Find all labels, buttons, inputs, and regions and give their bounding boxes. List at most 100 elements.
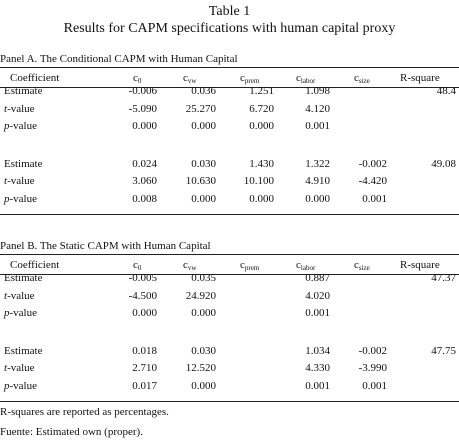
italic-letter: t: [4, 290, 8, 302]
label-text: -value: [7, 103, 35, 115]
table-title: Table 1: [208, 4, 251, 19]
panel-title: Panel B. The Static CAPM with Human Capi…: [0, 240, 211, 252]
rule-line: [0, 401, 459, 402]
cell: -4.420: [358, 175, 387, 187]
column-header: cprem: [240, 71, 259, 88]
symbol: c: [296, 259, 301, 271]
cell: 6.720: [249, 103, 274, 115]
cell: 0.887: [305, 272, 330, 284]
cell: 0.017: [132, 380, 157, 392]
column-header: clabor: [296, 258, 315, 275]
label-text: -value: [9, 120, 37, 132]
panel-title: Panel A. The Conditional CAPM with Human…: [0, 53, 238, 65]
column-header: R-square: [400, 72, 440, 84]
cell: -3.990: [358, 362, 387, 374]
cell: 0.000: [191, 193, 216, 205]
cell: -0.005: [128, 272, 157, 284]
column-header: c0: [133, 258, 141, 275]
cell: 0.008: [132, 193, 157, 205]
subscript: size: [358, 264, 370, 272]
rule-line: [0, 214, 459, 215]
label-text: -value: [7, 362, 35, 374]
cell: 1.430: [249, 158, 274, 170]
cell: 4.910: [305, 175, 330, 187]
cell: 0.000: [132, 120, 157, 132]
cell: 1.034: [305, 345, 330, 357]
cell: 0.001: [305, 120, 330, 132]
cell: 47.37: [431, 272, 456, 284]
cell: 0.018: [132, 345, 157, 357]
row-label: Estimate: [4, 345, 43, 357]
cell: 24.920: [185, 290, 216, 302]
symbol: c: [296, 72, 301, 84]
column-header: cvw: [183, 71, 196, 88]
rule-line: [0, 254, 459, 255]
column-header: cprem: [240, 258, 259, 275]
cell: 0.000: [191, 307, 216, 319]
label-text: -value: [9, 380, 37, 392]
column-header: csize: [354, 258, 370, 275]
subscript: size: [358, 77, 370, 85]
cell: -4.500: [128, 290, 157, 302]
cell: 48.4: [436, 85, 456, 97]
subscript: 0: [137, 264, 142, 272]
cell: 0.000: [191, 120, 216, 132]
subscript: labor: [300, 77, 316, 85]
italic-letter: p: [4, 380, 10, 392]
note: R-squares are reported as percentages.: [0, 406, 169, 418]
row-label: t-value: [4, 361, 35, 375]
italic-letter: p: [4, 307, 10, 319]
column-header: csize: [354, 71, 370, 88]
symbol: c: [354, 72, 359, 84]
subscript: 0: [137, 77, 142, 85]
cell: -0.002: [358, 345, 387, 357]
symbol: c: [354, 259, 359, 271]
cell: -5.090: [128, 103, 157, 115]
row-label: t-value: [4, 102, 35, 116]
cell: 0.000: [249, 193, 274, 205]
row-label: t-value: [4, 289, 35, 303]
label-text: -value: [7, 290, 35, 302]
cell: 4.020: [305, 290, 330, 302]
cell: 0.030: [191, 158, 216, 170]
label-text: -value: [9, 307, 37, 319]
cell: 0.024: [132, 158, 157, 170]
cell: 4.120: [305, 103, 330, 115]
column-header: c0: [133, 71, 141, 88]
label-text: -value: [7, 175, 35, 187]
italic-letter: p: [4, 193, 10, 205]
symbol: c: [240, 259, 245, 271]
cell: 12.520: [185, 362, 216, 374]
cell: 1.098: [305, 85, 330, 97]
symbol: c: [240, 72, 245, 84]
cell: 0.000: [249, 120, 274, 132]
column-header: clabor: [296, 71, 315, 88]
cell: 0.036: [191, 85, 216, 97]
row-label: Estimate: [4, 272, 43, 284]
cell: 0.030: [191, 345, 216, 357]
cell: 0.000: [191, 380, 216, 392]
rule-line: [0, 67, 459, 68]
row-label: Estimate: [4, 85, 43, 97]
symbol: c: [183, 259, 188, 271]
row-label: p-value: [4, 192, 37, 206]
cell: 10.100: [243, 175, 274, 187]
cell: 1.322: [305, 158, 330, 170]
table-subtitle: Results for CAPM specifications with hum…: [63, 21, 396, 36]
cell: 3.060: [132, 175, 157, 187]
column-header: cvw: [183, 258, 196, 275]
italic-letter: t: [4, 175, 8, 187]
column-header: R-square: [400, 259, 440, 271]
label-text: -value: [9, 193, 37, 205]
cell: 25.270: [185, 103, 216, 115]
italic-letter: t: [4, 103, 8, 115]
cell: 1.251: [249, 85, 274, 97]
cell: 49.08: [431, 158, 456, 170]
italic-letter: t: [4, 362, 8, 374]
subscript: prem: [244, 77, 260, 85]
cell: 0.000: [132, 307, 157, 319]
subscript: vw: [187, 264, 197, 272]
note: Fuente: Estimated own (proper).: [0, 426, 143, 438]
cell: 0.001: [305, 380, 330, 392]
